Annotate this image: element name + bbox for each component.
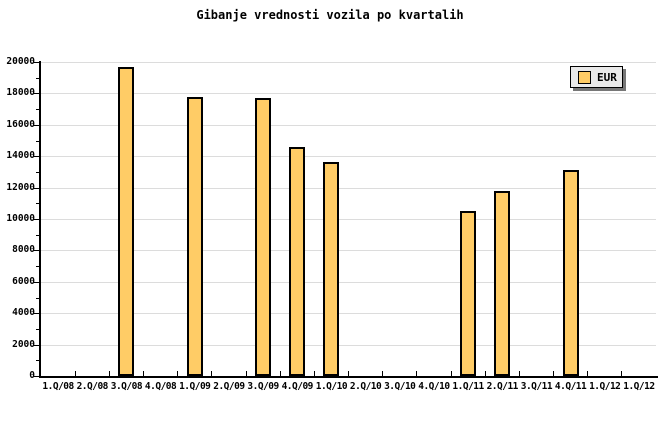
bar-1.Q/09-EUR [186,97,203,376]
gridline-6000 [41,281,656,283]
y-major-tick-18000 [34,93,39,95]
y-minor-tick-17000 [36,109,39,111]
x-tick-15 [553,371,554,376]
x-tick-label-8: 1.Q/10 [315,381,348,392]
y-minor-tick-7000 [36,266,39,268]
bar-3.Q/08-EUR [118,67,135,376]
x-axis-line [39,376,658,378]
y-minor-tick-1000 [36,360,39,362]
x-tick-1 [74,371,76,376]
y-major-tick-4000 [34,313,39,315]
bar-4.Q/09-EUR [289,147,306,376]
legend-swatch-eur [578,71,591,84]
x-tick-11 [416,371,418,376]
x-tick-14 [518,371,520,376]
y-tick-label-0: 0 [29,370,35,381]
y-tick-label-14000: 14000 [6,150,35,162]
x-tick-label-6: 3.Q/09 [247,381,279,392]
x-tick-6 [245,371,247,376]
x-tick-4 [177,371,179,376]
x-tick-13 [484,371,486,376]
gridline-8000 [41,250,656,252]
y-major-tick-6000 [34,281,39,283]
y-tick-label-8000: 8000 [12,244,35,256]
y-minor-tick-19000 [36,77,39,79]
x-tick-label-3: 4.Q/08 [144,381,177,392]
x-tick-9 [348,371,349,376]
y-minor-tick-15000 [36,140,39,142]
x-tick-2 [108,371,110,376]
x-tick-label-4: 1.Q/09 [179,381,211,392]
y-major-tick-16000 [34,124,39,126]
gridline-12000 [41,187,656,189]
x-tick-8 [313,371,315,376]
x-tick-label-0: 1.Q/08 [42,381,74,392]
y-major-tick-10000 [34,219,39,220]
x-tick-label-14: 3.Q/11 [520,381,553,392]
y-minor-tick-9000 [36,234,39,236]
x-tick-12 [450,371,452,376]
legend-box: EUR [570,66,623,88]
y-major-tick-2000 [34,344,39,346]
x-tick-label-16: 1.Q/12 [589,381,621,392]
gridline-2000 [41,344,656,346]
bar-1.Q/11-EUR [460,211,477,376]
gridline-10000 [41,219,656,220]
bar-1.Q/10-EUR [323,162,340,376]
x-tick-label-7: 4.Q/09 [281,381,314,392]
y-minor-tick-11000 [36,203,39,205]
y-major-tick-0 [34,376,39,377]
y-major-tick-12000 [34,187,39,189]
x-tick-label-9: 2.Q/10 [349,381,382,392]
y-minor-tick-3000 [36,328,39,330]
x-tick-label-13: 2.Q/11 [486,381,519,392]
y-tick-label-6000: 6000 [12,275,35,287]
gridline-16000 [41,124,656,126]
y-major-tick-20000 [34,62,39,63]
y-tick-label-16000: 16000 [6,118,35,130]
x-tick-label-10: 3.Q/10 [384,381,416,392]
y-minor-tick-5000 [36,297,39,299]
x-tick-label-11: 4.Q/10 [418,381,450,392]
x-tick-label-12: 1.Q/11 [452,381,484,392]
bar-4.Q/11-EUR [562,170,579,376]
y-tick-label-10000: 10000 [6,213,35,224]
legend-label: EUR [597,71,617,84]
y-tick-label-2000: 2000 [12,338,35,350]
x-tick-16 [587,371,589,376]
x-tick-label-15: 4.Q/11 [554,381,587,392]
gridline-18000 [41,93,656,95]
x-tick-label-2: 3.Q/08 [110,381,143,392]
gridline-4000 [41,313,656,315]
y-tick-label-12000: 12000 [6,181,35,193]
x-tick-17 [621,371,623,376]
bar-3.Q/09-EUR [255,98,272,376]
x-tick-5 [211,371,213,376]
x-tick-7 [279,371,281,376]
y-major-tick-8000 [34,250,39,252]
x-tick-3 [143,371,144,376]
bar-2.Q/11-EUR [494,191,511,376]
x-tick-label-1: 2.Q/08 [76,381,109,392]
y-major-tick-14000 [34,156,39,158]
y-minor-tick-13000 [36,171,39,173]
x-tick-label-5: 2.Q/09 [213,381,245,392]
chart-title: Gibanje vrednosti vozila po kvartalih [196,8,464,22]
y-tick-label-18000: 18000 [6,87,35,99]
x-tick-label-17: 1.Q/12 [623,381,655,392]
x-tick-10 [382,371,384,376]
gridline-20000 [41,62,656,63]
y-tick-label-4000: 4000 [12,307,35,319]
y-tick-label-20000: 20000 [6,56,35,67]
gridline-14000 [41,156,656,158]
y-axis-line [39,61,41,378]
